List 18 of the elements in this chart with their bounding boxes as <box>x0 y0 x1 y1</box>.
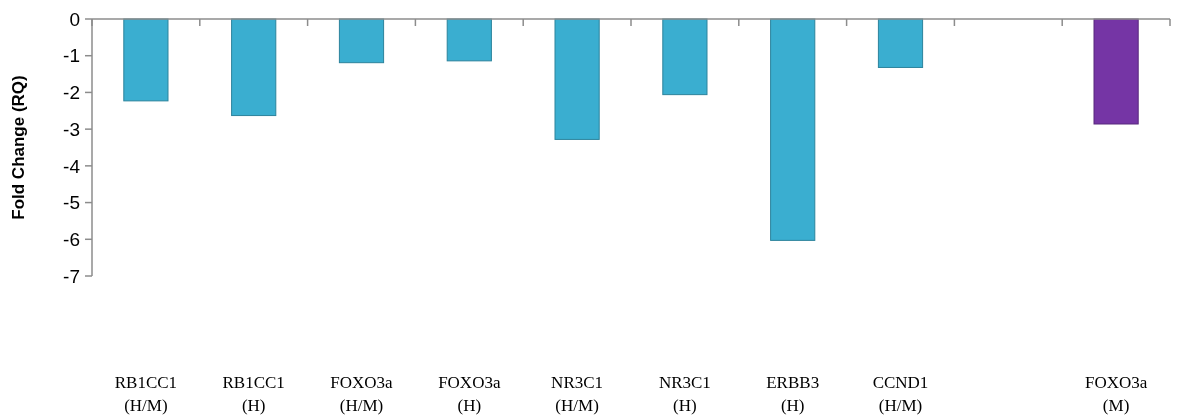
x-tick-label: RB1CC1 (H) <box>222 373 285 415</box>
y-tick-label: -1 <box>63 45 80 67</box>
x-tick-label: ERBB3 (H) <box>766 373 820 415</box>
y-tick-label: -2 <box>63 82 80 104</box>
x-tick-label: RB1CC1 (H/M) <box>114 373 178 415</box>
x-tick-label: NR3C1 (H) <box>658 373 711 415</box>
y-tick-label: 0 <box>69 8 80 30</box>
y-axis-title: Fold Change (RQ) <box>9 75 28 220</box>
y-tick-label: -6 <box>63 228 80 250</box>
x-tick-label: NR3C1 (H/M) <box>551 373 604 415</box>
x-tick-label: FOXO3a (M) <box>1084 373 1148 415</box>
x-tick-label: FOXO3a (H/M) <box>330 373 394 415</box>
x-tick-label: CCND1 (H/M) <box>872 373 929 415</box>
x-tick-label: FOXO3a (H) <box>438 373 501 415</box>
y-tick-label: -5 <box>63 192 80 214</box>
y-tick-label: -3 <box>63 118 80 140</box>
y-tick-label: -7 <box>63 265 80 287</box>
y-tick-label: -4 <box>63 155 81 177</box>
